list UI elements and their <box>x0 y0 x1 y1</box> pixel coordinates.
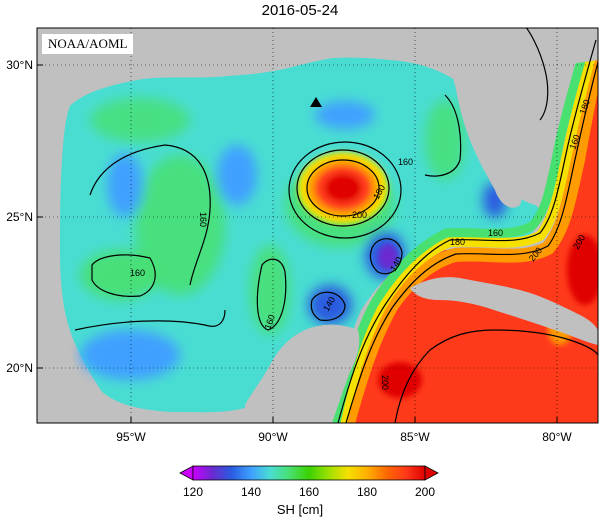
colorbar-tick-120: 120 <box>183 485 203 499</box>
contour-label: 160 <box>488 228 503 238</box>
us-gulf-coast <box>37 28 450 120</box>
colorbar-low-arrow <box>179 465 194 481</box>
map-area: 160 160 160 160 180 200 180 160 140 140 … <box>37 28 598 423</box>
green-band-west <box>135 155 225 295</box>
colorbar-bar <box>192 465 426 481</box>
source-label: NOAA/AOML <box>42 34 134 54</box>
map-title: 2016-05-24 <box>261 2 339 19</box>
lon-label-95w: 95°W <box>116 430 146 444</box>
map-frame <box>36 27 599 424</box>
contour-label: 160 <box>198 212 208 227</box>
graticule <box>37 28 598 423</box>
caribbean-core-east <box>567 235 598 305</box>
contour-southwest <box>74 309 226 331</box>
green-northeast <box>425 100 465 180</box>
blue-eddy-center <box>217 145 257 205</box>
gulf-water <box>58 57 540 413</box>
colorbar-label: SH [cm] <box>276 502 324 517</box>
contour-gulfstream-200 <box>394 329 598 423</box>
contour-central <box>256 258 287 331</box>
mexico-coast-west <box>37 28 90 423</box>
lat-label-20n: 20°N <box>6 361 33 375</box>
lat-label-25n: 25°N <box>6 210 33 224</box>
contour-label: 160 <box>567 133 582 151</box>
contour-gulfstream-160 <box>337 39 597 423</box>
contour-atlantic <box>525 28 549 121</box>
tick-marks <box>37 64 558 423</box>
contour-label: 180 <box>577 98 592 116</box>
green-center <box>250 245 290 335</box>
caribbean-core-south <box>378 362 422 398</box>
colorbar-high-arrow <box>424 465 439 481</box>
gulf-stream-band-green <box>331 28 595 423</box>
yucatan-peninsula <box>245 324 360 423</box>
contour-label: 180 <box>450 237 465 247</box>
lon-label-90w: 90°W <box>258 430 288 444</box>
cuba-island <box>410 277 598 345</box>
colorbar-tick-200: 200 <box>415 485 435 499</box>
contour-east-140 <box>369 238 403 275</box>
blue-eddy-west <box>107 153 143 217</box>
eddy-core <box>325 174 361 202</box>
colorbar-tick-180: 180 <box>357 485 377 499</box>
gulf-field <box>58 57 540 413</box>
colorbar: 120 140 160 180 200 <box>179 465 439 499</box>
station-marker <box>310 97 322 107</box>
lon-label-80w: 80°W <box>542 430 572 444</box>
blue-southwest-shelf <box>80 330 180 380</box>
contour-south-140 <box>310 291 346 321</box>
loop-current-eddy <box>298 152 398 270</box>
contour-lines <box>74 28 598 423</box>
contour-eddy-160 <box>288 141 402 239</box>
contour-gulfstream-180 <box>345 61 598 423</box>
contour-west-160 <box>89 144 211 286</box>
gulf-stream-band-yellow <box>337 38 598 423</box>
contour-eddy-180 <box>296 149 390 227</box>
contour-label: 200 <box>380 375 390 390</box>
contour-label: 160 <box>398 157 413 167</box>
eddy-east-inner <box>378 244 398 270</box>
land-overlays <box>37 28 598 423</box>
contour-label: 160 <box>130 268 145 278</box>
florida-peninsula <box>447 28 598 208</box>
contour-west-shelf <box>91 254 156 297</box>
lat-label-30n: 30°N <box>6 58 33 72</box>
green-west-shelf <box>80 250 160 300</box>
lon-label-85w: 85°W <box>400 430 430 444</box>
blue-eddy-north <box>315 101 375 129</box>
contour-label: 200 <box>352 210 367 220</box>
contour-label: 160 <box>262 313 277 331</box>
colorbar-tick-160: 160 <box>299 485 319 499</box>
contour-northeast <box>424 94 462 177</box>
contour-eddy-200 <box>306 159 380 217</box>
green-north-shelf <box>90 98 190 142</box>
colorbar-tick-140: 140 <box>241 485 261 499</box>
